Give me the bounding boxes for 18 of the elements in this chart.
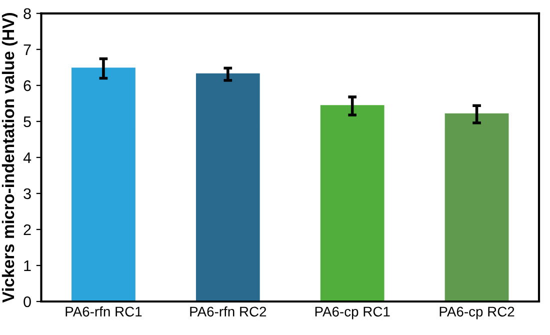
y-tick-label: 6 bbox=[24, 80, 31, 92]
x-tick-label: PA6-cp RC1 bbox=[315, 306, 390, 320]
y-tick-label: 5 bbox=[24, 116, 31, 128]
x-tick-label: PA6-cp RC2 bbox=[440, 306, 514, 320]
bar bbox=[444, 113, 509, 302]
y-tick-label: 7 bbox=[24, 44, 31, 55]
y-axis-title: Vickers micro-indentation value (HV) bbox=[2, 13, 18, 303]
y-tick-label: 1 bbox=[24, 260, 31, 272]
y-tick-label: 0 bbox=[24, 296, 31, 308]
y-tick-label: 4 bbox=[23, 152, 32, 163]
y-tick-label: 2 bbox=[24, 224, 31, 236]
x-tick-label: PA6-rfn RC2 bbox=[190, 306, 266, 317]
bar bbox=[196, 73, 260, 302]
bar bbox=[320, 105, 384, 302]
bar bbox=[72, 68, 136, 302]
y-tick-label: 8 bbox=[24, 8, 31, 20]
x-tick-label: PA6-rfn RC1 bbox=[66, 306, 142, 317]
y-tick-label: 3 bbox=[24, 188, 31, 200]
